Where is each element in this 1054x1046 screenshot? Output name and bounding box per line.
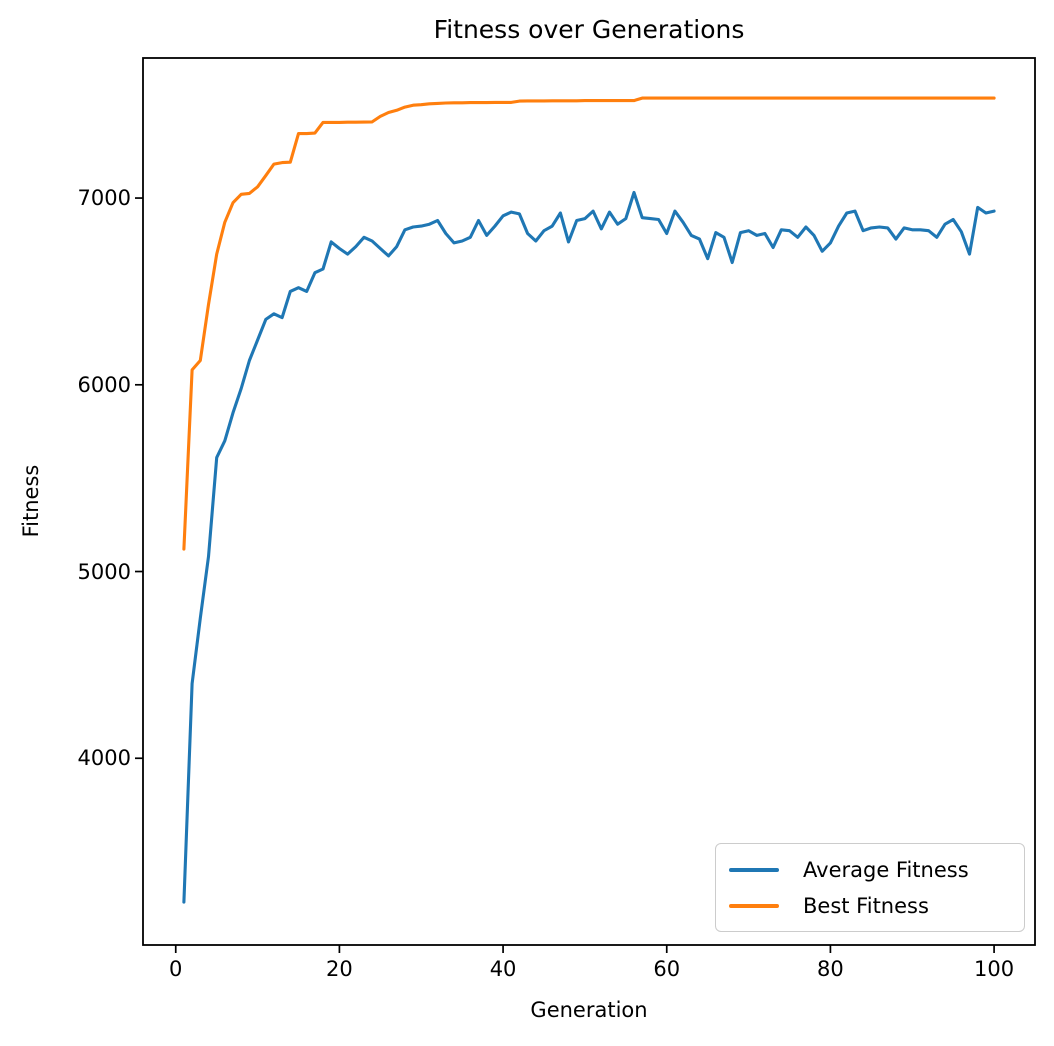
legend-entry-best-fitness: Best Fitness	[716, 893, 1024, 919]
best-fitness-line-swatch	[729, 903, 779, 908]
x-tick-label: 40	[489, 957, 517, 981]
x-tick-label: 80	[817, 957, 844, 981]
x-tick-label: 0	[169, 957, 183, 981]
x-tick-label: 60	[653, 957, 681, 981]
average-fitness-line	[182, 190, 996, 904]
y-tick-label: 4000	[77, 746, 131, 771]
x-tick-label: 20	[326, 957, 353, 981]
y-tick-label: 6000	[77, 372, 131, 397]
axes-spines	[142, 57, 1036, 946]
legend: Average Fitness Best Fitness	[715, 843, 1025, 932]
best-fitness-line	[182, 96, 996, 551]
x-tick-label: 100	[974, 957, 1015, 981]
legend-label-average-fitness: Average Fitness	[803, 857, 969, 882]
average-fitness-line-swatch	[729, 867, 779, 872]
chart-title: Fitness over Generations	[433, 15, 745, 44]
legend-entry-average-fitness: Average Fitness	[716, 857, 1024, 883]
y-axis-label: Fitness	[19, 464, 43, 538]
x-axis-label: Generation	[530, 998, 648, 1022]
y-tick-label: 7000	[77, 186, 131, 211]
legend-label-best-fitness: Best Fitness	[803, 893, 929, 918]
y-tick-label: 5000	[77, 559, 131, 584]
